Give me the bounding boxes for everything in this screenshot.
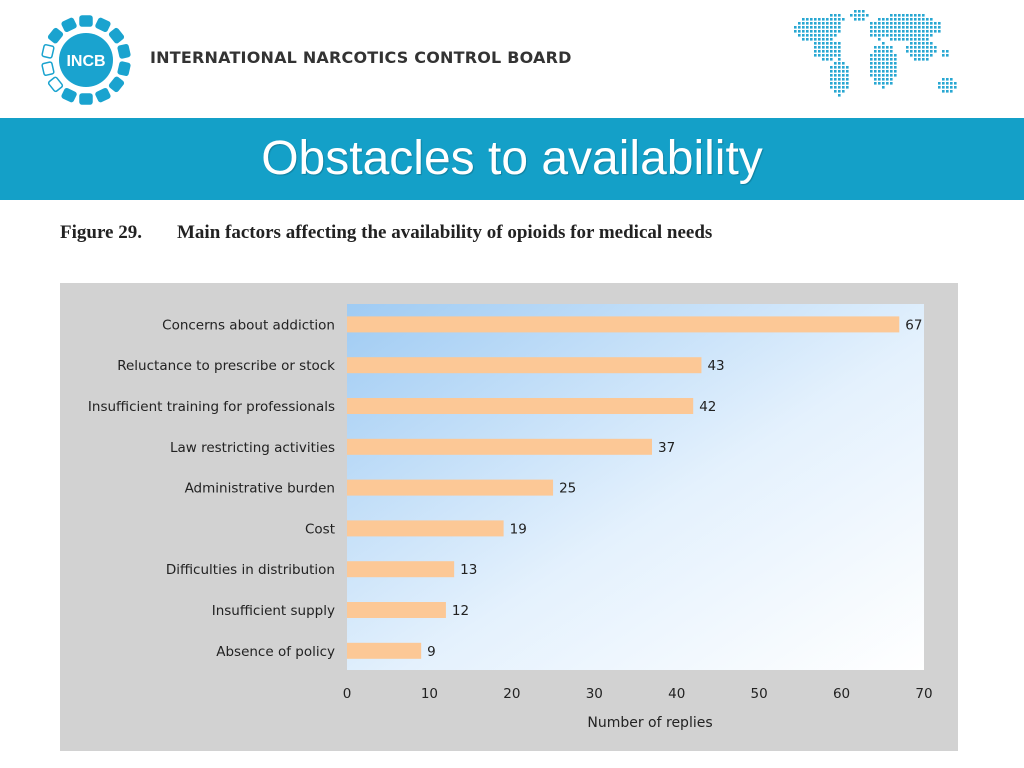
world-map-icon — [794, 10, 957, 97]
bar — [347, 602, 446, 618]
x-tick-label: 50 — [751, 686, 768, 702]
data-label: 12 — [452, 603, 469, 619]
figure-number: Figure 29. — [60, 222, 142, 243]
bar — [347, 316, 900, 333]
data-label: 42 — [699, 399, 716, 415]
slide-title: Obstacles to availability — [261, 132, 763, 185]
x-tick-label: 60 — [833, 686, 850, 702]
logo-ring — [41, 15, 131, 105]
x-tick-label: 10 — [421, 686, 438, 702]
bar — [347, 520, 504, 537]
x-axis-title: Number of replies — [587, 715, 712, 731]
x-tick-label: 30 — [586, 686, 603, 702]
figure-caption-text: Main factors affecting the availability … — [177, 222, 713, 243]
bar — [347, 398, 694, 414]
x-tick-label: 20 — [503, 686, 520, 702]
incb-logo: INCB — [41, 15, 131, 105]
x-tick-label: 70 — [915, 686, 932, 702]
organization-name: INTERNATIONAL NARCOTICS CONTROL BOARD — [150, 48, 572, 67]
bar — [347, 357, 702, 374]
logo-text: INCB — [66, 53, 105, 70]
data-label: 67 — [905, 317, 922, 333]
data-label: 13 — [460, 562, 477, 578]
data-label: 43 — [707, 358, 724, 374]
category-label: Administrative burden — [185, 481, 335, 497]
data-label: 9 — [427, 644, 436, 660]
category-label: Law restricting activities — [170, 440, 335, 456]
category-label: Insufficient supply — [212, 603, 335, 619]
logo-circle — [59, 33, 113, 87]
title-band: Obstacles to availability — [0, 118, 1024, 200]
x-tick-label: 0 — [343, 686, 352, 702]
data-label: 25 — [559, 481, 576, 497]
category-label: Absence of policy — [216, 644, 335, 660]
bar — [347, 479, 554, 496]
x-tick-label: 40 — [668, 686, 685, 702]
figure-caption: Figure 29. Main factors affecting the ava… — [60, 222, 712, 244]
data-label: 19 — [510, 521, 527, 537]
bar — [347, 642, 422, 659]
bar — [347, 561, 455, 578]
bar — [347, 438, 652, 455]
category-label: Reluctance to prescribe or stock — [117, 358, 335, 374]
category-label: Difficulties in distribution — [166, 562, 335, 578]
data-label: 37 — [658, 440, 675, 456]
category-label: Concerns about addiction — [162, 317, 335, 333]
category-label: Insufficient training for professionals — [88, 399, 335, 415]
bar-chart: Concerns about addiction 67 Reluctance to … — [88, 304, 933, 731]
chart-panel: Concerns about addiction 67 Reluctance to … — [60, 283, 958, 751]
category-label: Cost — [305, 521, 335, 537]
